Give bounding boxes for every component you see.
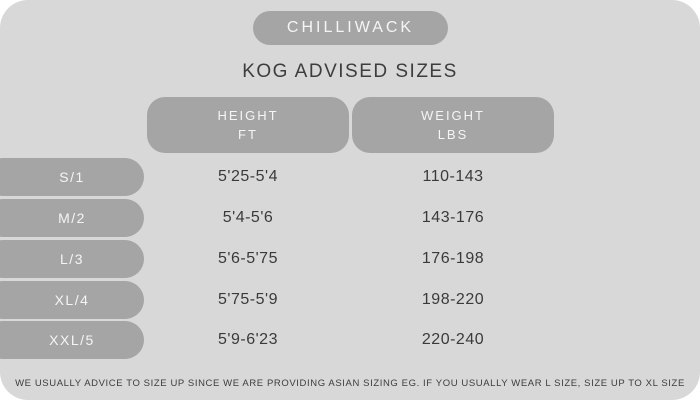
weight-value: 220-240 — [421, 331, 485, 348]
column-header-weight: WEIGHT LBS — [352, 97, 554, 153]
table-row: 5'75-5'9 198-220 — [0, 281, 700, 319]
height-value: 5'75-5'9 — [218, 291, 278, 308]
weight-value: 198-220 — [421, 291, 485, 308]
height-value: 5'9-6'23 — [218, 331, 278, 348]
size-label-l3: L/3 — [0, 240, 144, 278]
height-value: 5'25-5'4 — [218, 168, 278, 185]
column-header-weight-title: WEIGHT — [421, 108, 485, 123]
size-label-s1: S/1 — [0, 158, 144, 196]
height-value: 5'4-5'6 — [222, 209, 274, 226]
column-header-weight-unit: LBS — [437, 127, 469, 142]
column-header-height: HEIGHT FT — [147, 97, 349, 153]
size-label-m2: M/2 — [0, 199, 144, 237]
size-label-xl4: XL/4 — [0, 281, 144, 319]
table-row: 5'25-5'4 110-143 — [0, 158, 700, 196]
sizing-advisory-note: WE USUALLY ADVICE TO SIZE UP SINCE WE AR… — [15, 378, 685, 389]
column-header-height-unit: FT — [238, 127, 258, 142]
weight-value: 110-143 — [422, 168, 484, 185]
brand-pill: CHILLIWACK — [253, 11, 448, 45]
weight-value: 143-176 — [421, 209, 485, 226]
table-row: 5'9-6'23 220-240 — [0, 321, 700, 359]
table-row: 5'4-5'6 143-176 — [0, 199, 700, 237]
column-header-height-title: HEIGHT — [217, 108, 279, 123]
table-row: 5'6-5'75 176-198 — [0, 240, 700, 278]
brand-name: CHILLIWACK — [286, 19, 415, 36]
chart-title: KOG ADVISED SIZES — [242, 61, 458, 82]
size-label-xxl5: XXL/5 — [0, 321, 144, 359]
height-value: 5'6-5'75 — [218, 250, 278, 267]
weight-value: 176-198 — [421, 250, 485, 267]
